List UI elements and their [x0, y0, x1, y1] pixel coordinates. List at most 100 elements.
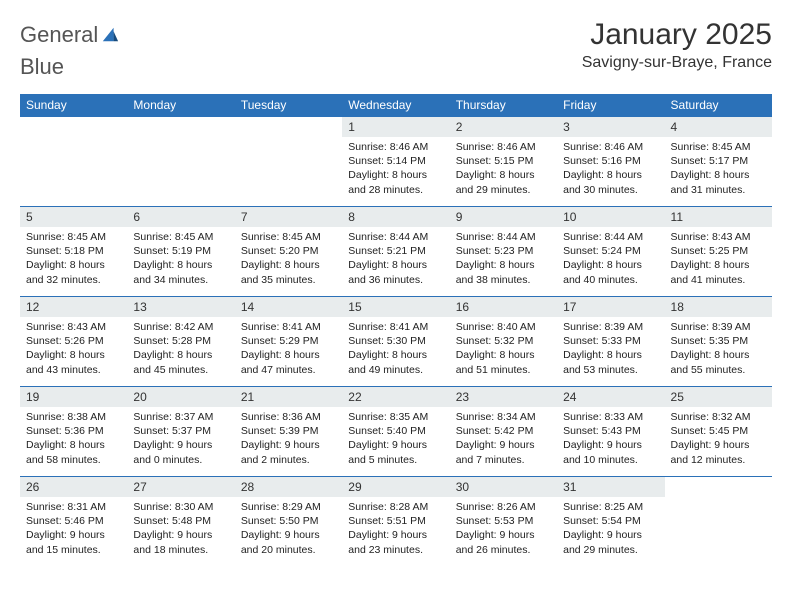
day-number: 28	[235, 477, 342, 497]
day-body: Sunrise: 8:37 AMSunset: 5:37 PMDaylight:…	[127, 407, 234, 474]
day-body: Sunrise: 8:44 AMSunset: 5:21 PMDaylight:…	[342, 227, 449, 294]
day-number: 3	[557, 117, 664, 137]
day-cell: 4Sunrise: 8:45 AMSunset: 5:17 PMDaylight…	[665, 117, 772, 207]
day-cell: 27Sunrise: 8:30 AMSunset: 5:48 PMDayligh…	[127, 477, 234, 567]
day-number: 25	[665, 387, 772, 407]
day-cell: 19Sunrise: 8:38 AMSunset: 5:36 PMDayligh…	[20, 387, 127, 477]
day-body: Sunrise: 8:30 AMSunset: 5:48 PMDaylight:…	[127, 497, 234, 564]
day-number: 21	[235, 387, 342, 407]
day-cell: 12Sunrise: 8:43 AMSunset: 5:26 PMDayligh…	[20, 297, 127, 387]
day-body: Sunrise: 8:35 AMSunset: 5:40 PMDaylight:…	[342, 407, 449, 474]
day-cell: 16Sunrise: 8:40 AMSunset: 5:32 PMDayligh…	[450, 297, 557, 387]
day-number	[235, 117, 342, 137]
day-header: Thursday	[450, 94, 557, 117]
day-header: Tuesday	[235, 94, 342, 117]
day-cell: 2Sunrise: 8:46 AMSunset: 5:15 PMDaylight…	[450, 117, 557, 207]
day-number: 27	[127, 477, 234, 497]
week-row: 26Sunrise: 8:31 AMSunset: 5:46 PMDayligh…	[20, 477, 772, 567]
day-body: Sunrise: 8:44 AMSunset: 5:23 PMDaylight:…	[450, 227, 557, 294]
day-cell: 18Sunrise: 8:39 AMSunset: 5:35 PMDayligh…	[665, 297, 772, 387]
day-cell: 29Sunrise: 8:28 AMSunset: 5:51 PMDayligh…	[342, 477, 449, 567]
day-number: 10	[557, 207, 664, 227]
day-body: Sunrise: 8:46 AMSunset: 5:16 PMDaylight:…	[557, 137, 664, 204]
day-number: 22	[342, 387, 449, 407]
day-number: 9	[450, 207, 557, 227]
day-number: 29	[342, 477, 449, 497]
day-body: Sunrise: 8:44 AMSunset: 5:24 PMDaylight:…	[557, 227, 664, 294]
month-title: January 2025	[582, 18, 772, 52]
day-cell: 14Sunrise: 8:41 AMSunset: 5:29 PMDayligh…	[235, 297, 342, 387]
day-body: Sunrise: 8:36 AMSunset: 5:39 PMDaylight:…	[235, 407, 342, 474]
day-number: 18	[665, 297, 772, 317]
day-body: Sunrise: 8:39 AMSunset: 5:33 PMDaylight:…	[557, 317, 664, 384]
day-number: 4	[665, 117, 772, 137]
day-number: 24	[557, 387, 664, 407]
day-body: Sunrise: 8:26 AMSunset: 5:53 PMDaylight:…	[450, 497, 557, 564]
day-body: Sunrise: 8:43 AMSunset: 5:25 PMDaylight:…	[665, 227, 772, 294]
day-number: 12	[20, 297, 127, 317]
day-cell: 6Sunrise: 8:45 AMSunset: 5:19 PMDaylight…	[127, 207, 234, 297]
brand-logo: General	[20, 18, 121, 48]
day-cell: 5Sunrise: 8:45 AMSunset: 5:18 PMDaylight…	[20, 207, 127, 297]
day-cell	[20, 117, 127, 207]
day-body: Sunrise: 8:46 AMSunset: 5:14 PMDaylight:…	[342, 137, 449, 204]
day-cell: 23Sunrise: 8:34 AMSunset: 5:42 PMDayligh…	[450, 387, 557, 477]
day-cell: 11Sunrise: 8:43 AMSunset: 5:25 PMDayligh…	[665, 207, 772, 297]
day-body: Sunrise: 8:38 AMSunset: 5:36 PMDaylight:…	[20, 407, 127, 474]
day-cell: 3Sunrise: 8:46 AMSunset: 5:16 PMDaylight…	[557, 117, 664, 207]
day-number	[20, 117, 127, 137]
day-body: Sunrise: 8:45 AMSunset: 5:20 PMDaylight:…	[235, 227, 342, 294]
day-number: 16	[450, 297, 557, 317]
day-header: Saturday	[665, 94, 772, 117]
day-number: 1	[342, 117, 449, 137]
day-number: 8	[342, 207, 449, 227]
day-cell: 28Sunrise: 8:29 AMSunset: 5:50 PMDayligh…	[235, 477, 342, 567]
day-number: 31	[557, 477, 664, 497]
day-cell: 20Sunrise: 8:37 AMSunset: 5:37 PMDayligh…	[127, 387, 234, 477]
day-number: 5	[20, 207, 127, 227]
calendar-page: General January 2025 Savigny-sur-Braye, …	[0, 0, 792, 579]
brand-word-2: Blue	[20, 54, 64, 80]
day-number: 7	[235, 207, 342, 227]
day-number: 2	[450, 117, 557, 137]
day-number: 14	[235, 297, 342, 317]
week-row: 12Sunrise: 8:43 AMSunset: 5:26 PMDayligh…	[20, 297, 772, 387]
week-row: 19Sunrise: 8:38 AMSunset: 5:36 PMDayligh…	[20, 387, 772, 477]
day-cell: 25Sunrise: 8:32 AMSunset: 5:45 PMDayligh…	[665, 387, 772, 477]
day-number: 26	[20, 477, 127, 497]
day-cell	[235, 117, 342, 207]
day-cell: 10Sunrise: 8:44 AMSunset: 5:24 PMDayligh…	[557, 207, 664, 297]
day-body: Sunrise: 8:41 AMSunset: 5:30 PMDaylight:…	[342, 317, 449, 384]
day-body: Sunrise: 8:45 AMSunset: 5:17 PMDaylight:…	[665, 137, 772, 204]
calendar-body: 1Sunrise: 8:46 AMSunset: 5:14 PMDaylight…	[20, 117, 772, 567]
day-body: Sunrise: 8:33 AMSunset: 5:43 PMDaylight:…	[557, 407, 664, 474]
day-cell: 30Sunrise: 8:26 AMSunset: 5:53 PMDayligh…	[450, 477, 557, 567]
day-header: Sunday	[20, 94, 127, 117]
day-cell: 15Sunrise: 8:41 AMSunset: 5:30 PMDayligh…	[342, 297, 449, 387]
day-number	[665, 477, 772, 497]
day-body: Sunrise: 8:31 AMSunset: 5:46 PMDaylight:…	[20, 497, 127, 564]
day-header-row: SundayMondayTuesdayWednesdayThursdayFrid…	[20, 94, 772, 117]
day-number	[127, 117, 234, 137]
day-body: Sunrise: 8:34 AMSunset: 5:42 PMDaylight:…	[450, 407, 557, 474]
day-cell: 9Sunrise: 8:44 AMSunset: 5:23 PMDaylight…	[450, 207, 557, 297]
day-body: Sunrise: 8:43 AMSunset: 5:26 PMDaylight:…	[20, 317, 127, 384]
day-cell: 8Sunrise: 8:44 AMSunset: 5:21 PMDaylight…	[342, 207, 449, 297]
day-body	[20, 137, 127, 191]
day-body: Sunrise: 8:28 AMSunset: 5:51 PMDaylight:…	[342, 497, 449, 564]
day-body	[127, 137, 234, 191]
day-body: Sunrise: 8:40 AMSunset: 5:32 PMDaylight:…	[450, 317, 557, 384]
day-cell	[665, 477, 772, 567]
day-body: Sunrise: 8:25 AMSunset: 5:54 PMDaylight:…	[557, 497, 664, 564]
day-body: Sunrise: 8:46 AMSunset: 5:15 PMDaylight:…	[450, 137, 557, 204]
day-cell: 21Sunrise: 8:36 AMSunset: 5:39 PMDayligh…	[235, 387, 342, 477]
day-body: Sunrise: 8:29 AMSunset: 5:50 PMDaylight:…	[235, 497, 342, 564]
day-body: Sunrise: 8:45 AMSunset: 5:18 PMDaylight:…	[20, 227, 127, 294]
day-body: Sunrise: 8:45 AMSunset: 5:19 PMDaylight:…	[127, 227, 234, 294]
day-number: 20	[127, 387, 234, 407]
day-body: Sunrise: 8:42 AMSunset: 5:28 PMDaylight:…	[127, 317, 234, 384]
day-header: Monday	[127, 94, 234, 117]
day-body: Sunrise: 8:39 AMSunset: 5:35 PMDaylight:…	[665, 317, 772, 384]
day-number: 15	[342, 297, 449, 317]
day-body	[665, 497, 772, 551]
